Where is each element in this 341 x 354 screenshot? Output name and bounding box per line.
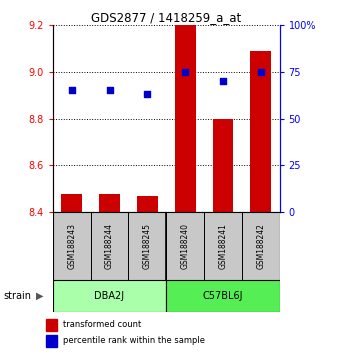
Text: strain: strain	[3, 291, 31, 301]
Bar	[137, 196, 158, 212]
Point	[107, 87, 112, 93]
Text: GSM188241: GSM188241	[219, 223, 227, 269]
Text: GSM188245: GSM188245	[143, 223, 152, 269]
Point	[145, 91, 150, 97]
Bar	[46, 319, 57, 331]
Text: GSM188242: GSM188242	[256, 223, 265, 269]
Text: GSM188240: GSM188240	[181, 223, 190, 269]
Bar	[99, 194, 120, 212]
Bar	[250, 51, 271, 212]
Bar	[53, 212, 91, 280]
Bar	[166, 280, 280, 312]
Bar	[212, 119, 233, 212]
Bar	[61, 194, 82, 212]
Text: DBA2J: DBA2J	[94, 291, 124, 301]
Text: percentile rank within the sample: percentile rank within the sample	[63, 336, 205, 346]
Point	[182, 69, 188, 74]
Text: ▶: ▶	[36, 291, 43, 301]
Bar	[46, 335, 57, 347]
Text: transformed count: transformed count	[63, 320, 141, 330]
Bar	[53, 280, 166, 312]
Point	[69, 87, 74, 93]
Bar	[166, 212, 204, 280]
Bar	[242, 212, 280, 280]
Text: C57BL6J: C57BL6J	[203, 291, 243, 301]
Bar	[129, 212, 166, 280]
Point	[258, 69, 264, 74]
Bar	[91, 212, 129, 280]
Text: GSM188244: GSM188244	[105, 223, 114, 269]
Text: GSM188243: GSM188243	[67, 223, 76, 269]
Bar	[175, 22, 195, 212]
Bar	[204, 212, 242, 280]
Title: GDS2877 / 1418259_a_at: GDS2877 / 1418259_a_at	[91, 11, 241, 24]
Point	[220, 78, 226, 84]
